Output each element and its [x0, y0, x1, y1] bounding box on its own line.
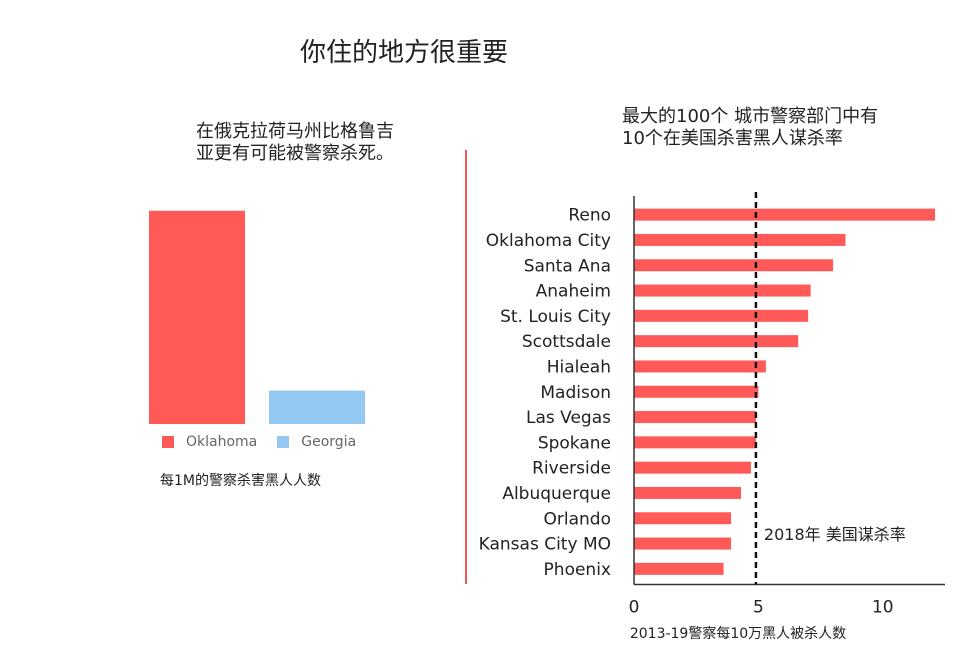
bar-st-louis-city: [634, 309, 809, 322]
bar-hialeah: [634, 360, 766, 373]
left-caption: 每1M的警察杀害黑人人数: [160, 473, 321, 489]
category-label-riverside: Riverside: [532, 459, 611, 479]
x-tick-label-0: 0: [629, 598, 640, 618]
category-label-anaheim: Anaheim: [536, 282, 611, 302]
legend-item-oklahoma[interactable]: Oklahoma: [162, 434, 257, 450]
x-axis-label: 2013-19警察每10万黑人被杀人数: [630, 625, 846, 642]
bar-santa-ana: [634, 259, 834, 272]
right-subtitle: 最大的100个 城市警察部门中有 10个在美国杀害黑人谋杀率: [622, 106, 879, 149]
category-label-orlando: Orlando: [544, 509, 611, 529]
legend-swatch-georgia: [277, 436, 290, 448]
category-label-albuquerque: Albuquerque: [502, 484, 611, 504]
left-subtitle: 在俄克拉荷马州比格鲁吉 亚更有可能被警察杀死。: [196, 121, 394, 164]
reference-line-label: 2018年 美国谋杀率: [764, 525, 906, 544]
bar-oklahoma-city: [634, 233, 846, 246]
legend-label-oklahoma: Oklahoma: [186, 434, 258, 450]
bar-anaheim: [634, 284, 811, 297]
category-label-spokane: Spokane: [538, 433, 611, 453]
bar-georgia: [269, 390, 365, 424]
legend-swatch-oklahoma: [162, 436, 174, 448]
legend-label-georgia: Georgia: [301, 434, 357, 450]
bar-madison: [634, 385, 759, 398]
bar-orlando: [634, 512, 732, 525]
category-label-hialeah: Hialeah: [547, 357, 611, 377]
category-label-phoenix: Phoenix: [544, 560, 611, 580]
x-tick-label-5: 5: [753, 598, 764, 618]
category-label-kansas-city-mo: Kansas City MO: [479, 535, 611, 555]
panel-divider: [465, 150, 467, 584]
left-legend: Oklahoma Georgia: [162, 434, 376, 450]
category-label-reno: Reno: [568, 206, 611, 226]
category-label-scottsdale: Scottsdale: [522, 332, 611, 352]
bar-oklahoma: [149, 210, 245, 424]
bar-las-vegas: [634, 411, 756, 424]
bar-kansas-city-mo: [634, 537, 732, 550]
bar-albuquerque: [634, 486, 741, 499]
category-label-madison: Madison: [540, 383, 611, 403]
legend-item-georgia[interactable]: Georgia: [277, 434, 356, 450]
category-label-las-vegas: Las Vegas: [526, 408, 611, 428]
category-label-st-louis-city: St. Louis City: [500, 307, 611, 327]
category-label-oklahoma-city: Oklahoma City: [486, 231, 611, 251]
category-label-santa-ana: Santa Ana: [524, 256, 611, 276]
bar-phoenix: [634, 562, 724, 575]
bar-spokane: [634, 436, 756, 449]
bar-riverside: [634, 461, 751, 474]
bar-scottsdale: [634, 335, 799, 348]
page-title: 你住的地方很重要: [300, 38, 509, 68]
x-tick-label-10: 10: [872, 598, 894, 618]
bar-reno: [634, 208, 936, 221]
